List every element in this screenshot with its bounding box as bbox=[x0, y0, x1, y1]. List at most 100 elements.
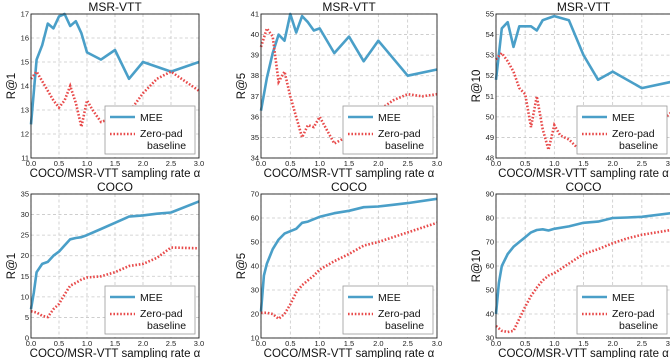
y-tick-label: 35 bbox=[21, 190, 29, 199]
x-tick-label: 0.0 bbox=[491, 339, 501, 348]
chart-title: MSR-VTT bbox=[322, 0, 376, 14]
y-tick-label: 40 bbox=[251, 30, 259, 39]
x-tick-label: 1.5 bbox=[344, 339, 354, 348]
y-axis-label: R@5 bbox=[236, 73, 248, 99]
legend-zero-pad-label: Zero-pad baseline bbox=[140, 308, 186, 332]
plot-frame bbox=[260, 13, 438, 159]
x-tick-label: 1.0 bbox=[314, 159, 324, 168]
x-axis-label: COCO/MSR-VTT sampling rate α bbox=[30, 168, 201, 180]
y-tick-label: 10 bbox=[251, 334, 259, 343]
mee-series-line bbox=[494, 14, 670, 90]
y-tick-label: 48 bbox=[486, 154, 494, 163]
chart-panel-1: 0.0 0.5 1.0 1.5 2.0 2.5 3.0 11 12 13 14 15 16 17 MSR-V… bbox=[6, 0, 204, 180]
x-tick-label: 2.5 bbox=[402, 339, 412, 348]
y-axis-label: R@10 bbox=[471, 70, 483, 103]
plot-frame bbox=[30, 13, 200, 159]
x-tick-label: 1.5 bbox=[110, 159, 120, 168]
chart-panel-6: 0.0 0.5 1.0 1.5 2.0 2.5 3.0 30 40 50 60 70 80 90 COCO R… bbox=[471, 180, 670, 358]
y-tick-label: 15 bbox=[21, 272, 29, 281]
x-tick-label: 1.5 bbox=[344, 159, 354, 168]
x-tick-label: 0.5 bbox=[520, 339, 530, 348]
x-tick-label: 1.5 bbox=[578, 339, 588, 348]
chart-title: COCO bbox=[97, 180, 133, 194]
y-tick-label: 90 bbox=[486, 190, 494, 199]
y-tick-label: 30 bbox=[251, 286, 259, 295]
mee-series-line bbox=[259, 12, 438, 111]
y-tick-label: 17 bbox=[21, 10, 29, 19]
legend-mee-label: MEE bbox=[612, 292, 635, 304]
plot-frame bbox=[30, 193, 200, 339]
legend-zero-pad-label-line: Zero-pad bbox=[140, 308, 183, 320]
x-tick-label: 3.0 bbox=[194, 339, 204, 348]
x-tick-label: 0.0 bbox=[26, 339, 36, 348]
y-tick-label: 16 bbox=[21, 34, 29, 43]
x-tick-label: 0.5 bbox=[520, 159, 530, 168]
x-tick-label: 1.0 bbox=[314, 339, 324, 348]
legend-zero-pad-label: Zero-pad baseline bbox=[612, 308, 658, 332]
x-tick-label: 0.5 bbox=[54, 339, 64, 348]
y-tick-label: 41 bbox=[251, 10, 259, 19]
zero-pad-series-line bbox=[495, 228, 670, 334]
y-tick-label: 5 bbox=[25, 313, 29, 322]
plot-frame bbox=[495, 193, 670, 339]
x-tick-label: 2.0 bbox=[373, 339, 383, 348]
plot-frame bbox=[495, 13, 670, 159]
y-axis-label: R@1 bbox=[6, 253, 18, 279]
y-axis-label: R@1 bbox=[6, 73, 18, 99]
x-tick-label: 2.0 bbox=[607, 159, 617, 168]
x-tick-label: 2.0 bbox=[138, 159, 148, 168]
y-tick-label: 40 bbox=[486, 310, 494, 319]
mee-series-line bbox=[29, 12, 200, 125]
legend-box bbox=[576, 105, 668, 155]
x-tick-label: 3.0 bbox=[194, 159, 204, 168]
x-tick-label: 0.5 bbox=[285, 159, 295, 168]
legend-zero-pad-label: Zero-pad baseline bbox=[612, 128, 658, 152]
legend: MEE Zero-pad baseline bbox=[104, 285, 196, 335]
legend-zero-pad-label-line: Zero-pad bbox=[140, 128, 183, 140]
legend-box bbox=[104, 285, 196, 335]
x-tick-label: 0.0 bbox=[256, 159, 266, 168]
x-tick-label: 2.0 bbox=[138, 339, 148, 348]
y-tick-label: 49 bbox=[486, 133, 494, 142]
y-tick-label: 70 bbox=[486, 238, 494, 247]
x-tick-label: 0.0 bbox=[491, 159, 501, 168]
chart-title: MSR-VTT bbox=[557, 0, 611, 14]
y-tick-label: 25 bbox=[21, 231, 29, 240]
y-tick-label: 12 bbox=[21, 130, 29, 139]
chart-title: MSR-VTT bbox=[88, 0, 142, 14]
y-tick-label: 36 bbox=[251, 112, 259, 121]
y-tick-label: 38 bbox=[251, 71, 259, 80]
legend: MEE Zero-pad baseline bbox=[576, 285, 668, 335]
x-tick-label: 2.0 bbox=[607, 339, 617, 348]
x-tick-label: 2.5 bbox=[637, 339, 647, 348]
x-axis-label: COCO/MSR-VTT sampling rate α bbox=[498, 348, 669, 358]
legend-zero-pad-label-line: baseline bbox=[619, 140, 658, 152]
x-tick-label: 3.0 bbox=[432, 339, 442, 348]
chart-title: COCO bbox=[331, 180, 367, 194]
y-tick-label: 35 bbox=[251, 133, 259, 142]
legend-box bbox=[342, 105, 434, 155]
legend-zero-pad-label-line: Zero-pad bbox=[378, 308, 421, 320]
legend-zero-pad-label-line: Zero-pad bbox=[612, 128, 655, 140]
x-axis-label: COCO/MSR-VTT sampling rate α bbox=[264, 348, 435, 358]
y-axis-label: R@5 bbox=[236, 253, 248, 279]
x-tick-label: 1.5 bbox=[578, 159, 588, 168]
x-tick-label: 2.5 bbox=[166, 339, 176, 348]
y-tick-label: 20 bbox=[21, 251, 29, 260]
y-tick-label: 0 bbox=[25, 334, 29, 343]
legend-mee-label: MEE bbox=[378, 292, 401, 304]
mee-series-line bbox=[259, 197, 438, 312]
y-tick-label: 51 bbox=[486, 92, 494, 101]
legend-zero-pad-label-line: Zero-pad bbox=[378, 128, 421, 140]
legend-mee-label: MEE bbox=[140, 112, 163, 124]
chart-panel-3: 0.0 0.5 1.0 1.5 2.0 2.5 3.0 48 49 50 51 52 53 54 55 MSR… bbox=[471, 0, 670, 180]
y-tick-label: 54 bbox=[486, 30, 494, 39]
zero-pad-series-line bbox=[30, 246, 200, 319]
y-tick-label: 80 bbox=[486, 214, 494, 223]
y-tick-label: 60 bbox=[251, 214, 259, 223]
legend-zero-pad-label-line: baseline bbox=[619, 320, 658, 332]
y-tick-label: 15 bbox=[21, 58, 29, 67]
x-tick-label: 1.5 bbox=[110, 339, 120, 348]
x-axis-label: COCO/MSR-VTT sampling rate α bbox=[30, 348, 201, 358]
